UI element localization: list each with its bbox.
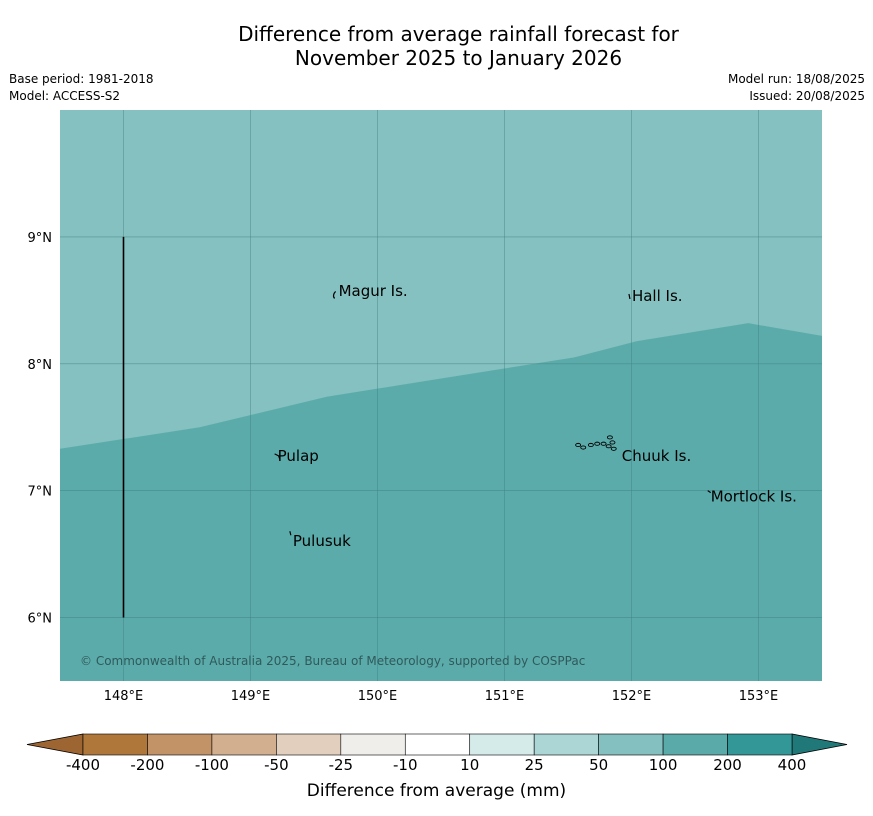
colorbar-tick-label: 50 — [589, 756, 609, 774]
island-outline — [289, 531, 292, 536]
colorbar-bin — [211, 733, 277, 756]
island-outline — [628, 293, 631, 300]
colorbar-tick-label: -10 — [393, 756, 418, 774]
chuuk-islet — [605, 444, 612, 449]
longitude-tick-label: 149°E — [231, 689, 271, 704]
place-label: Magur Is. — [339, 282, 408, 300]
latitude-tick-label: 7°N — [28, 485, 53, 500]
chuuk-islet — [609, 440, 616, 445]
longitude-tick-label: 150°E — [358, 689, 398, 704]
place-label: Pulap — [278, 447, 319, 465]
chuuk-islet — [594, 441, 601, 446]
colorbar-bin — [276, 733, 342, 756]
colorbar-tick-label: -50 — [264, 756, 289, 774]
place-label: Chuuk Is. — [622, 447, 691, 465]
colorbar-bin — [340, 733, 406, 756]
colorbar-tick-label: -200 — [130, 756, 165, 774]
longitude-tick-label: 148°E — [104, 689, 144, 704]
colorbar-bin — [662, 733, 728, 756]
colorbar-tick-label: -25 — [328, 756, 354, 774]
chuuk-islet — [575, 442, 582, 448]
chuuk-islet — [587, 442, 594, 448]
longitude-tick-label: 151°E — [485, 689, 525, 704]
island-outline — [332, 291, 337, 299]
map-title: Difference from average rainfall forecas… — [0, 22, 873, 70]
colorbar-tick-label: 200 — [713, 756, 742, 774]
colorbar-tick-label: 400 — [777, 756, 807, 774]
place-label: Mortlock Is. — [711, 488, 797, 506]
latitude-tick-label: 6°N — [28, 612, 53, 627]
island-outline — [274, 453, 281, 460]
colorbar-bin — [82, 733, 148, 756]
latitude-tick-label: 8°N — [28, 358, 53, 373]
longitude-tick-label: 153°E — [739, 689, 779, 704]
island-outline — [707, 490, 712, 494]
chuuk-islet — [610, 446, 617, 451]
colorbar-extend-high — [791, 733, 848, 756]
meta-left: Base period: 1981-2018 Model: ACCESS-S2 — [9, 71, 154, 105]
colorbar-bin — [533, 733, 599, 756]
meta-right: Model run: 18/08/2025 Issued: 20/08/2025 — [728, 71, 865, 105]
latitude-tick-label: 9°N — [28, 231, 53, 246]
title-line-2: November 2025 to January 2026 — [294, 46, 623, 70]
colorbar-extend-low — [26, 733, 84, 756]
base-period: Base period: 1981-2018 — [9, 72, 154, 86]
model-run: Model run: 18/08/2025 — [727, 72, 865, 86]
colorbar-title: Difference from average (mm) — [306, 781, 567, 801]
colorbar-bin — [469, 733, 535, 756]
colorbar-tick-label: 100 — [648, 756, 678, 774]
longitude-tick-label: 152°E — [612, 689, 652, 704]
colorbar-tick-label: 10 — [460, 756, 480, 774]
colorbar-bin — [727, 733, 793, 756]
colorbar-bin — [404, 733, 471, 756]
place-label: Pulusuk — [293, 532, 351, 550]
colorbar-bin — [147, 733, 213, 756]
colorbar-tick-label: 25 — [524, 756, 544, 774]
issued-date: Issued: 20/08/2025 — [749, 89, 865, 103]
copyright-text: © Commonwealth of Australia 2025, Bureau… — [80, 654, 585, 668]
chuuk-islet — [606, 435, 613, 440]
model-name: Model: ACCESS-S2 — [9, 89, 121, 103]
colorbar-tick-label: -400 — [65, 756, 101, 774]
colorbar-bin — [598, 733, 664, 756]
colorbar-tick-label: -100 — [194, 756, 229, 774]
chuuk-islet — [600, 441, 607, 446]
place-label: Hall Is. — [632, 287, 683, 305]
title-line-1: Difference from average rainfall forecas… — [238, 22, 679, 46]
chuuk-islet — [580, 445, 587, 450]
